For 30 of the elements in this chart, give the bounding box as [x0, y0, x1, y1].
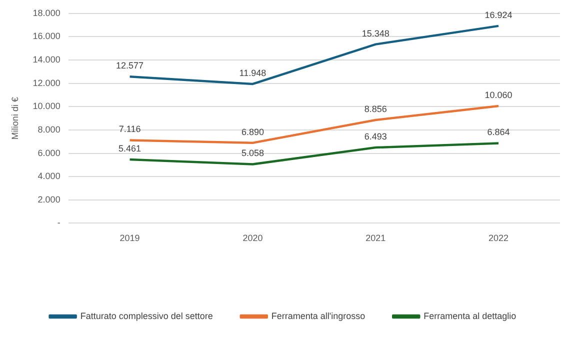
data-label: 6.864 [487, 127, 510, 138]
data-label: 6.890 [241, 126, 264, 137]
legend-label: Fatturato complessivo del settore [80, 310, 213, 321]
x-tick-label: 2022 [488, 233, 509, 244]
y-tick-label: 2.000 [38, 194, 60, 204]
data-label: 8.856 [364, 104, 387, 114]
y-tick-label: 14.000 [32, 54, 60, 65]
data-label: 5.058 [241, 148, 264, 158]
data-label: 16.924 [484, 10, 512, 20]
y-tick-label: 16.000 [32, 31, 60, 42]
data-label: 5.461 [118, 144, 142, 154]
y-tick-label: 4.000 [38, 171, 60, 182]
legend-label: Ferramenta all'ingrosso [271, 310, 366, 321]
x-tick-label: 2021 [366, 233, 386, 244]
y-tick-label: 8.000 [38, 124, 60, 134]
data-label: 10.060 [484, 90, 512, 100]
data-label: 11.948 [239, 68, 266, 78]
data-label: 12.577 [116, 60, 144, 71]
y-tick-label: 10.000 [32, 101, 60, 112]
y-tick-label: 18.000 [32, 8, 60, 18]
data-label: 7.116 [118, 124, 141, 134]
y-axis-title: Milioni di € [10, 97, 20, 140]
y-tick-label: 12.000 [32, 78, 60, 88]
x-tick-label: 2019 [120, 233, 140, 244]
data-label: 15.348 [362, 28, 390, 38]
y-tick-label: 6.000 [38, 148, 60, 158]
data-label: 6.493 [364, 132, 387, 142]
x-tick-label: 2020 [242, 233, 263, 244]
y-tick-label: - [57, 218, 60, 228]
legend-label: Ferramenta al dettaglio [424, 310, 516, 321]
